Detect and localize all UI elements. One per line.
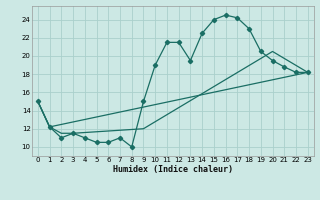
X-axis label: Humidex (Indice chaleur): Humidex (Indice chaleur) [113, 165, 233, 174]
